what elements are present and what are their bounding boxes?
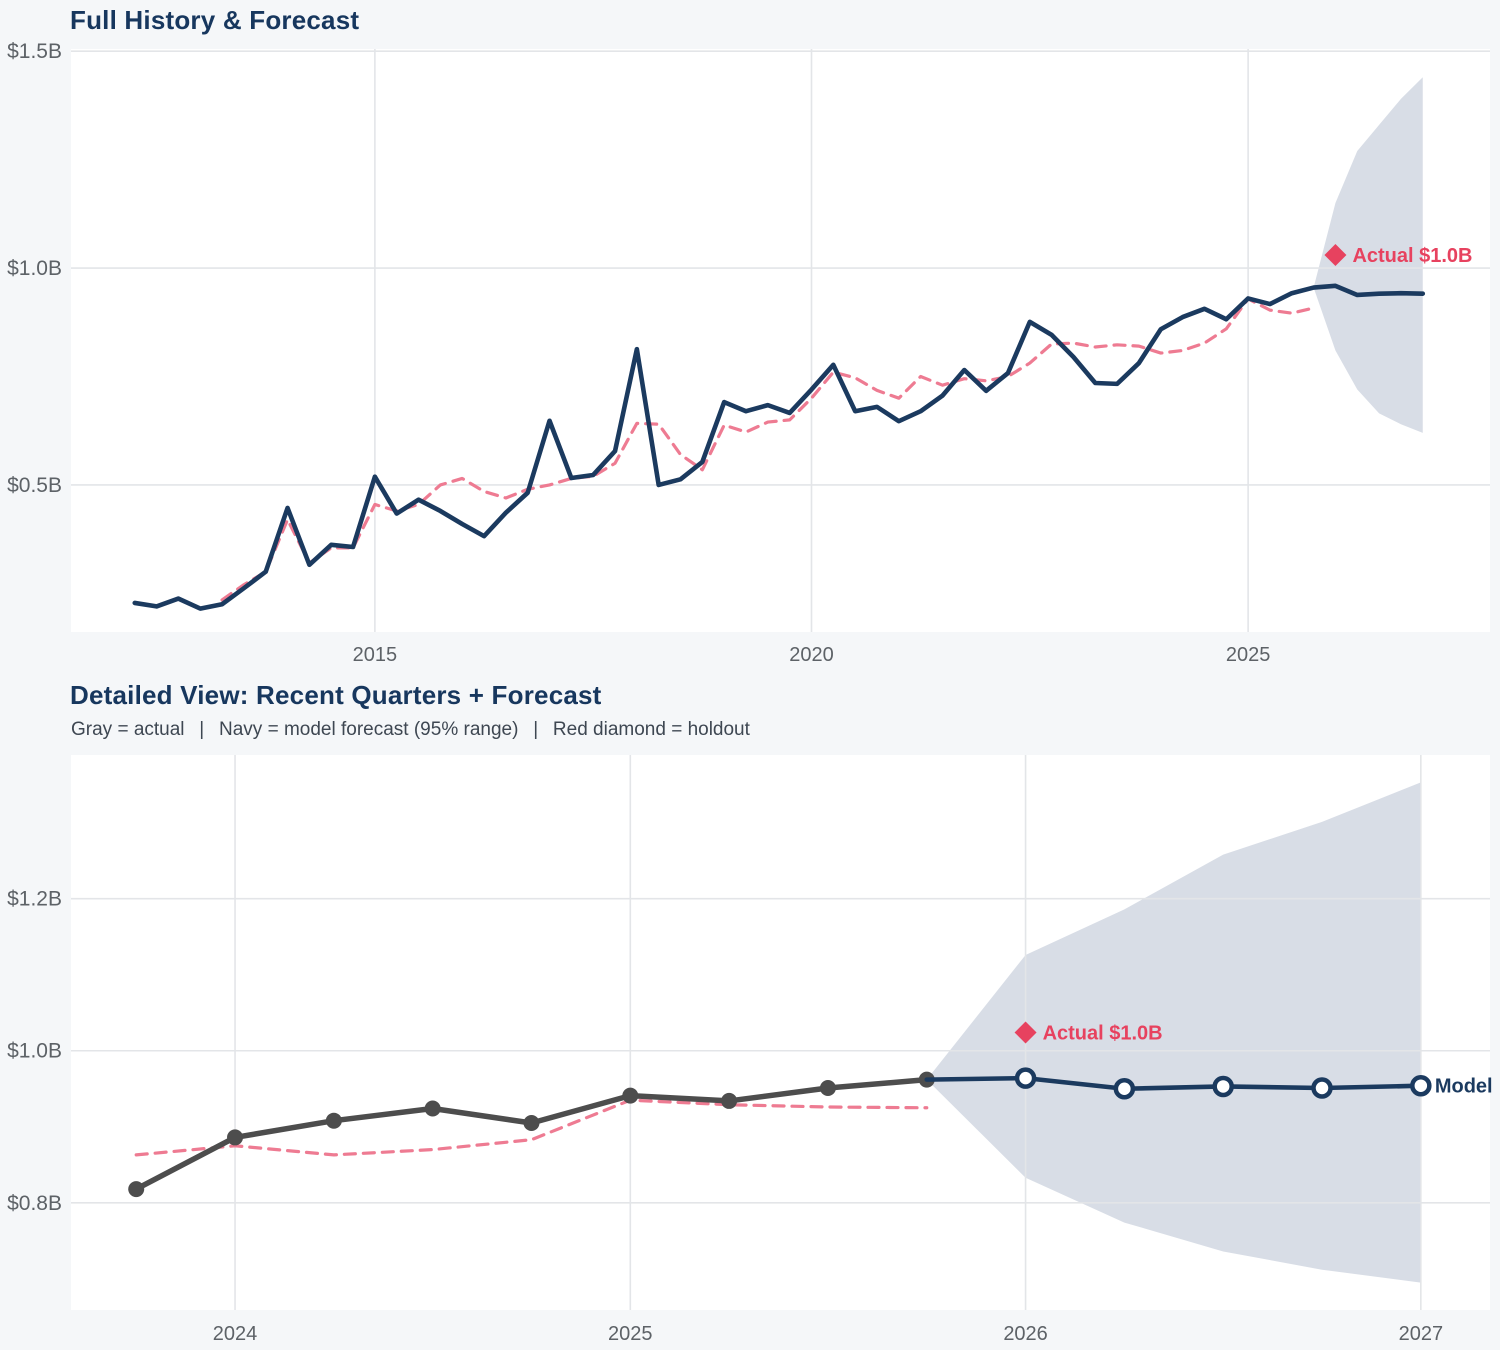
actual-point <box>128 1181 145 1198</box>
actual-point <box>819 1080 836 1096</box>
actual-point <box>424 1100 441 1117</box>
y-tick-label: $1.5B <box>7 40 62 63</box>
model-forecast-point <box>1311 1077 1333 1099</box>
x-tick-label: 2025 <box>608 1323 653 1345</box>
chart2-title: Detailed View: Recent Quarters + Forecas… <box>70 680 602 710</box>
y-tick-label: $0.8B <box>7 1192 62 1215</box>
chart2-legend-subtitle: Gray = actual | Navy = model forecast (9… <box>71 719 750 740</box>
y-tick-label: $1.2B <box>7 888 62 911</box>
model-forecast-end-label: Model <box>1435 1076 1493 1098</box>
model-forecast-point <box>1014 1067 1037 1089</box>
actual-and-forecast-line <box>132 283 1426 611</box>
y-tick-label: $1.0B <box>7 1040 62 1063</box>
x-tick-label: 2027 <box>1399 1323 1444 1345</box>
x-tick-label: 2015 <box>353 644 398 666</box>
holdout-annotation: Actual $1.0B <box>1043 1023 1163 1045</box>
actual-point <box>227 1129 244 1146</box>
plot-area <box>71 49 1490 632</box>
x-tick-label: 2025 <box>1226 644 1271 666</box>
holdout-diamond-icon <box>1014 1021 1037 1044</box>
model-forecast-point <box>1410 1074 1432 1097</box>
x-tick-label: 2020 <box>789 644 834 666</box>
holdout-diamond-icon <box>1324 244 1347 267</box>
chart1-title: Full History & Forecast <box>70 5 360 35</box>
model-forecast-point <box>1113 1078 1136 1100</box>
actual-point <box>523 1114 540 1131</box>
actual-point <box>325 1112 342 1129</box>
forecast-95-band <box>1313 77 1423 433</box>
seasonal-model-line <box>134 1098 929 1157</box>
actual-point <box>622 1087 639 1104</box>
holdout-annotation: Actual $1.0B <box>1352 245 1472 267</box>
model-forecast-line <box>924 1075 1424 1092</box>
x-tick-label: 2026 <box>1003 1323 1048 1345</box>
x-tick-label: 2024 <box>213 1323 258 1345</box>
model-forecast-point <box>1212 1075 1234 1098</box>
y-tick-label: $0.5B <box>7 474 62 497</box>
forecast-95-band <box>926 782 1421 1283</box>
y-tick-label: $1.0B <box>7 257 62 280</box>
actual-point <box>721 1092 738 1109</box>
